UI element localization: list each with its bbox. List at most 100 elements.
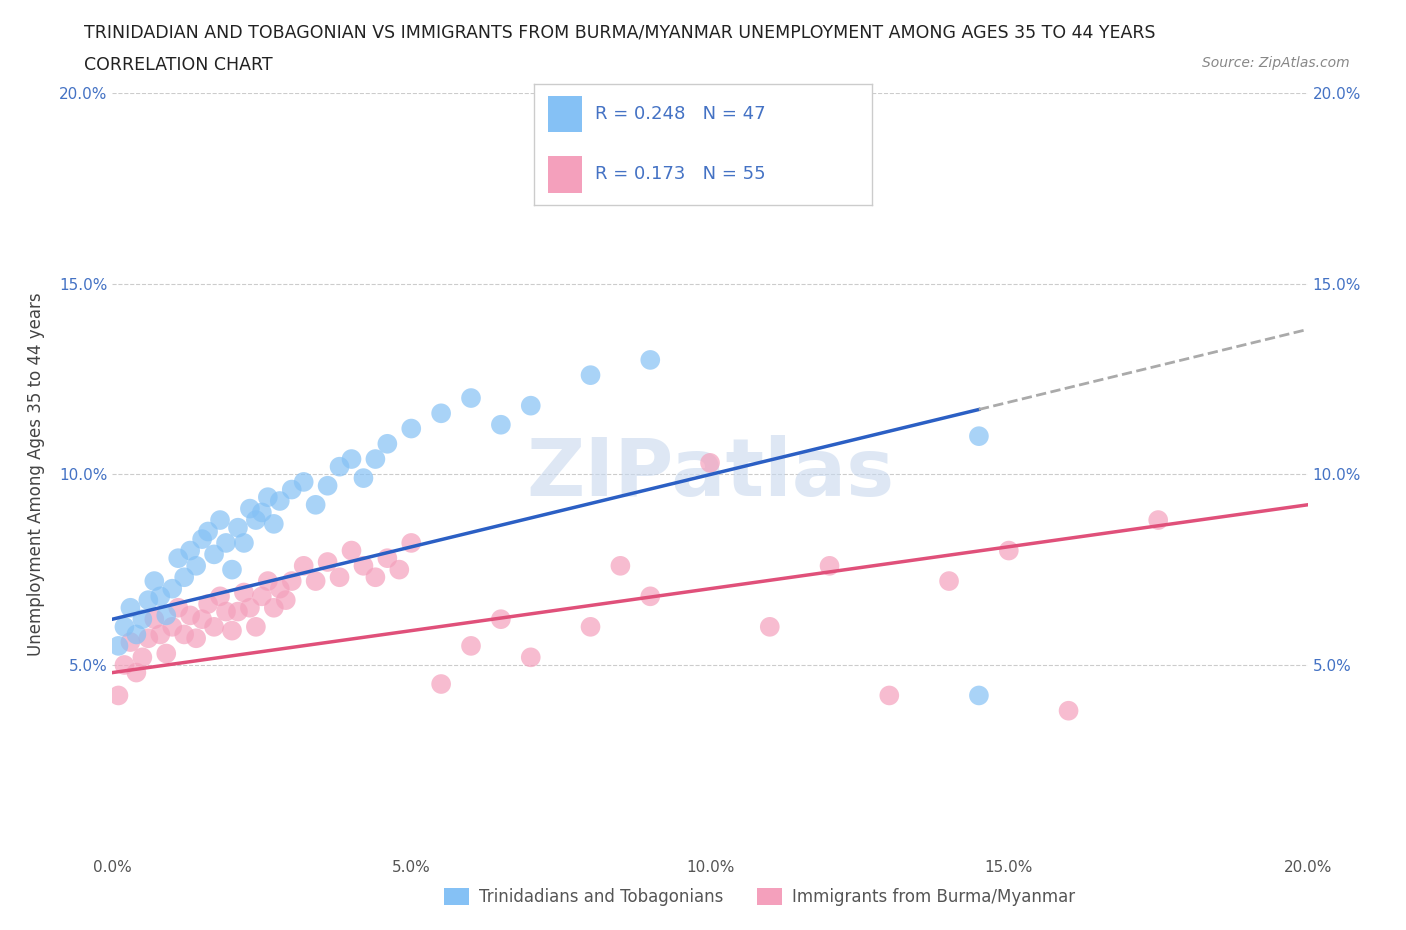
Point xyxy=(329,459,352,474)
Point xyxy=(221,562,243,577)
Point xyxy=(239,501,262,516)
Point xyxy=(125,665,148,680)
Point xyxy=(292,558,315,573)
Point xyxy=(114,658,135,672)
Point xyxy=(699,456,721,471)
Legend: Trinidadians and Tobagonians, Immigrants from Burma/Myanmar: Trinidadians and Tobagonians, Immigrants… xyxy=(437,881,1081,912)
Point xyxy=(1057,703,1080,718)
Point xyxy=(191,532,214,547)
Point xyxy=(353,558,375,573)
Point xyxy=(316,478,339,493)
Point xyxy=(699,116,721,131)
Point xyxy=(107,639,129,654)
Point xyxy=(173,627,195,642)
Point xyxy=(364,452,387,467)
Point xyxy=(640,352,662,367)
Point xyxy=(460,391,482,405)
Point xyxy=(120,634,142,649)
Point xyxy=(1147,512,1170,527)
Point xyxy=(155,646,177,661)
Point xyxy=(329,570,352,585)
Point xyxy=(377,436,399,451)
Bar xyxy=(548,96,582,132)
Point xyxy=(281,482,304,497)
Point xyxy=(202,547,225,562)
Point xyxy=(107,688,129,703)
Point xyxy=(186,558,208,573)
Point xyxy=(257,490,280,505)
Point xyxy=(131,612,153,627)
Point xyxy=(125,627,148,642)
Point xyxy=(938,574,960,589)
Point xyxy=(401,536,423,551)
Point xyxy=(191,612,214,627)
Point xyxy=(226,520,249,535)
Point xyxy=(430,677,453,692)
Text: R = 0.248   N = 47: R = 0.248 N = 47 xyxy=(595,105,766,123)
Point xyxy=(401,421,423,436)
Point xyxy=(250,589,273,604)
Point xyxy=(305,574,328,589)
Point xyxy=(239,601,262,616)
Point xyxy=(233,585,256,600)
Text: CORRELATION CHART: CORRELATION CHART xyxy=(84,56,273,73)
Point xyxy=(179,608,201,623)
Point xyxy=(138,592,160,607)
Point xyxy=(114,619,135,634)
Point xyxy=(340,452,363,467)
Point xyxy=(460,639,482,654)
Point xyxy=(245,619,267,634)
Point xyxy=(257,574,280,589)
Point xyxy=(209,589,232,604)
Text: TRINIDADIAN AND TOBAGONIAN VS IMMIGRANTS FROM BURMA/MYANMAR UNEMPLOYMENT AMONG A: TRINIDADIAN AND TOBAGONIAN VS IMMIGRANTS… xyxy=(84,23,1156,41)
Point xyxy=(202,619,225,634)
Point xyxy=(489,418,512,432)
Point xyxy=(640,589,662,604)
Text: Source: ZipAtlas.com: Source: ZipAtlas.com xyxy=(1202,56,1350,70)
Point xyxy=(609,558,631,573)
Point xyxy=(173,570,195,585)
Point xyxy=(269,494,291,509)
Point xyxy=(520,650,543,665)
Point xyxy=(250,505,273,520)
Point xyxy=(215,536,238,551)
Point xyxy=(149,589,172,604)
Point xyxy=(155,608,177,623)
Point xyxy=(430,405,453,420)
Point xyxy=(179,543,201,558)
Point xyxy=(143,574,166,589)
Bar xyxy=(548,156,582,193)
Point xyxy=(967,429,990,444)
Point xyxy=(186,631,208,645)
Point xyxy=(143,612,166,627)
Point xyxy=(263,516,285,531)
Point xyxy=(340,543,363,558)
Point xyxy=(316,554,339,569)
Text: ZIPatlas: ZIPatlas xyxy=(526,435,894,513)
Point xyxy=(131,650,153,665)
Point xyxy=(579,619,602,634)
Point xyxy=(377,551,399,565)
Point xyxy=(879,688,901,703)
Point xyxy=(353,471,375,485)
Point xyxy=(162,581,183,596)
Point xyxy=(167,601,190,616)
Point xyxy=(233,536,256,551)
Y-axis label: Unemployment Among Ages 35 to 44 years: Unemployment Among Ages 35 to 44 years xyxy=(27,293,45,656)
Point xyxy=(162,619,183,634)
Text: R = 0.173   N = 55: R = 0.173 N = 55 xyxy=(595,166,766,183)
Point xyxy=(759,619,782,634)
Point xyxy=(998,543,1021,558)
Point xyxy=(489,612,512,627)
Point xyxy=(209,512,232,527)
Point xyxy=(226,604,249,619)
Point xyxy=(292,474,315,489)
Point xyxy=(197,596,219,611)
Point xyxy=(274,592,297,607)
Point xyxy=(967,688,990,703)
Point xyxy=(197,525,219,539)
Point xyxy=(269,581,291,596)
Point xyxy=(281,574,304,589)
Point xyxy=(388,562,411,577)
Point xyxy=(167,551,190,565)
